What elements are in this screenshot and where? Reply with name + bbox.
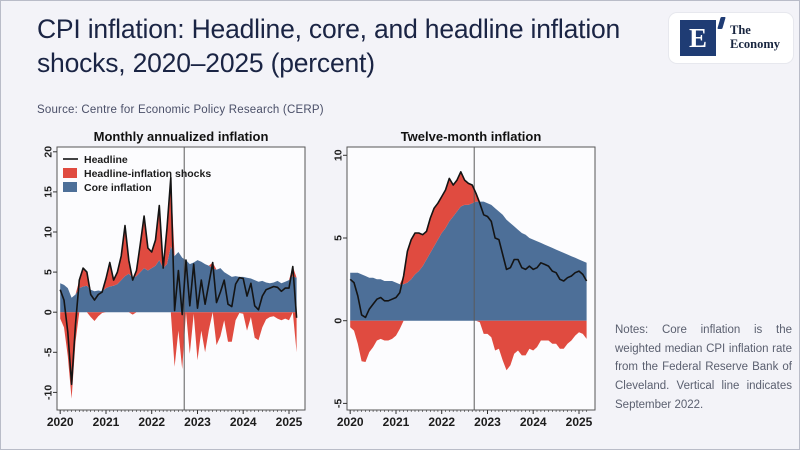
- x-tick-label: 2024: [230, 415, 257, 429]
- plot-frame: [346, 146, 596, 411]
- panel-title: Twelve-month inflation: [401, 131, 542, 144]
- legend-shocks-swatch: [63, 168, 77, 178]
- shock-area-above: [350, 171, 587, 285]
- plot-frame: [56, 146, 306, 411]
- x-tick-label: 2023: [474, 415, 501, 429]
- y-tick-label: 15: [43, 186, 55, 198]
- x-tick-label: 2025: [566, 415, 593, 429]
- y-tick-label: 0: [43, 309, 55, 315]
- shock-area-above: [60, 177, 297, 298]
- logo-wordmark-line1: The: [730, 23, 751, 37]
- legend-label: Headline: [84, 154, 128, 166]
- legend-label: Headline-inflation shocks: [84, 168, 211, 180]
- headline-line: [349, 170, 588, 319]
- x-tick-label: 2020: [47, 415, 74, 429]
- y-tick-label: -5: [333, 399, 345, 408]
- x-tick-label: 2025: [276, 415, 303, 429]
- logo-e-mark: E: [680, 20, 716, 56]
- logo-the-economy: E The Economy: [669, 13, 793, 63]
- y-axis: -10 -5 0 5 10 15 20: [43, 146, 57, 400]
- panel-title: Monthly annualized inflation: [94, 131, 269, 144]
- headline-line: [59, 176, 298, 386]
- logo-wordmark: The Economy: [730, 23, 780, 52]
- y-tick-label: 20: [43, 146, 55, 158]
- legend-core-swatch: [63, 182, 77, 192]
- y-tick-label: 10: [43, 226, 55, 238]
- y-tick-label: 5: [333, 235, 345, 241]
- y-tick-label: -5: [43, 347, 55, 356]
- x-tick-label: 2022: [428, 415, 455, 429]
- shock-area-below: [350, 320, 587, 371]
- y-tick-label: 0: [333, 318, 345, 324]
- x-tick-label: 2024: [520, 415, 547, 429]
- legend: Headline Headline-inflation shocks Core in…: [63, 154, 211, 194]
- x-axis: 2020 2021 2022 2023 2024 2025: [47, 410, 303, 429]
- y-tick-label: -10: [43, 385, 55, 400]
- logo-e-letter: E: [688, 22, 707, 53]
- x-tick-label: 2021: [93, 415, 120, 429]
- x-tick-label: 2020: [337, 415, 364, 429]
- chart-twelve-month-inflation: -5 0 5 10 2020 2021 2022 2023 2024 2025 Twelve-mon…: [333, 131, 596, 429]
- source-note: Source: Centre for Economic Policy Resea…: [37, 104, 324, 116]
- x-tick-label: 2022: [138, 415, 165, 429]
- core-inflation-area: [350, 201, 587, 321]
- y-tick-label: 10: [333, 149, 345, 161]
- x-tick-label: 2021: [383, 415, 410, 429]
- x-tick-label: 2023: [184, 415, 211, 429]
- x-axis: 2020 2021 2022 2023 2024 2025: [337, 410, 593, 429]
- legend-label: Core inflation: [84, 182, 152, 194]
- shock-area-below: [60, 312, 297, 399]
- y-tick-label: 5: [43, 269, 55, 275]
- notes-text: Notes: Core inflation is the weighted me…: [615, 324, 792, 411]
- page-title: CPI inflation: Headline, core, and headl…: [37, 14, 621, 78]
- y-axis: -5 0 5 10: [333, 149, 347, 408]
- logo-wordmark-line2: Economy: [730, 37, 780, 52]
- logo-apostrophe-icon: [717, 17, 726, 29]
